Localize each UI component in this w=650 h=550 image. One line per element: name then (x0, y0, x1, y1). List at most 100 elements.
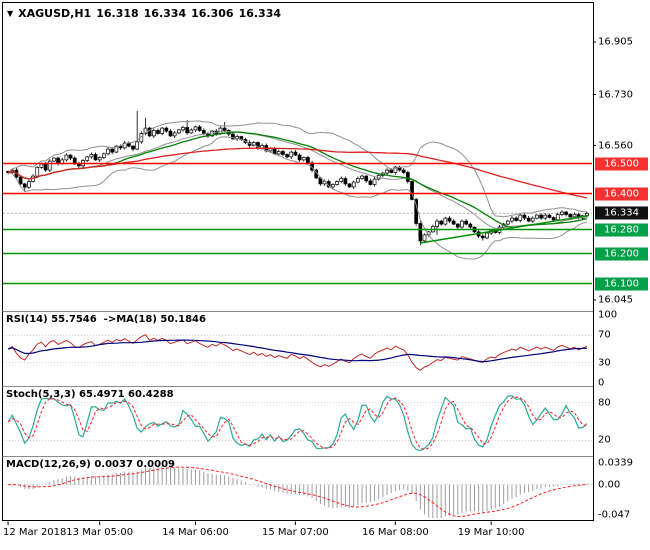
candle-down (18, 176, 23, 185)
candle-up (372, 178, 377, 185)
candle-up (176, 129, 181, 134)
candle-up (360, 175, 364, 179)
rsi-line (7, 334, 588, 372)
candle-up (535, 214, 539, 219)
candle-down (185, 127, 189, 134)
candle-down (464, 220, 469, 225)
candle-up (64, 154, 69, 161)
candle-down (551, 217, 556, 221)
candle-up (393, 166, 398, 173)
candle-down (281, 151, 285, 155)
candle-up (85, 156, 90, 161)
candle-down (43, 163, 48, 171)
candle-up (181, 127, 185, 131)
candle-down (401, 169, 406, 173)
candle-down (480, 235, 485, 239)
candle-up (435, 220, 439, 227)
candle-down (168, 130, 173, 137)
candle-up (530, 217, 535, 222)
candle-up (35, 167, 40, 177)
candle-down (343, 178, 348, 185)
candle-up (135, 141, 140, 150)
candle-down (306, 157, 310, 164)
candle-down (93, 154, 98, 161)
candle-down (22, 183, 27, 188)
candle-down (539, 214, 543, 219)
candle-down (222, 127, 227, 131)
candle-down (68, 154, 73, 159)
rsi-ma-line (7, 339, 587, 363)
candle-down (522, 214, 527, 219)
candle-down (156, 130, 160, 134)
candle-down (447, 217, 452, 222)
stoch-main-line (7, 395, 588, 452)
stoch-signal-line (7, 396, 588, 450)
candle-up (143, 127, 148, 134)
candle-up (114, 145, 119, 153)
candle-up (102, 153, 106, 158)
candle-down (364, 175, 369, 182)
candle-up (193, 126, 198, 131)
candle-up (518, 214, 523, 221)
candle-down (197, 126, 202, 131)
chart-border (2, 2, 594, 521)
candle-up (543, 214, 548, 219)
candle-up (510, 217, 514, 222)
candle-up (289, 151, 294, 158)
support-trendline (420, 214, 590, 244)
candle-down (131, 145, 135, 150)
candle-down (439, 220, 444, 225)
candle-down (201, 130, 206, 134)
candle-up (89, 154, 94, 158)
candle-down (297, 154, 302, 161)
candle-down (455, 223, 460, 228)
candle-down (77, 163, 81, 167)
candle-down (568, 214, 573, 218)
candle-up (106, 148, 110, 155)
candle-down (164, 127, 169, 132)
candle-down (110, 148, 115, 153)
symbol-dropdown-icon[interactable]: ▼ (7, 9, 14, 18)
candle-down (368, 180, 373, 185)
candle-down (418, 223, 423, 242)
candle-down (406, 172, 410, 182)
candle-up (356, 178, 360, 183)
candle-up (47, 160, 52, 171)
candle-down (451, 220, 456, 225)
candle-down (526, 217, 531, 222)
candle-up (160, 127, 165, 134)
candle-up (52, 157, 56, 162)
candle-down (56, 157, 60, 164)
candle-up (485, 232, 489, 239)
candle-up (97, 157, 102, 161)
candle-up (555, 214, 560, 221)
candle-up (385, 169, 389, 174)
candle-up (505, 220, 510, 225)
candle-down (547, 214, 552, 218)
ma-red-line (7, 147, 588, 199)
candle-up (572, 214, 577, 218)
candle-up (460, 220, 464, 228)
candle-up (335, 181, 339, 185)
candle-up (422, 234, 427, 242)
bollinger-upper-band (7, 120, 587, 218)
candle-down (272, 148, 277, 155)
candle-up (27, 181, 31, 188)
candle-up (443, 217, 448, 225)
candle-up (151, 130, 156, 137)
candle-up (276, 151, 281, 155)
candle-down (231, 133, 235, 140)
candle-down (389, 169, 394, 173)
candle-down (293, 151, 298, 156)
candle-down (147, 127, 152, 137)
candle-up (218, 127, 223, 134)
bollinger-lower-band (7, 136, 588, 260)
candle-down (514, 217, 518, 221)
candle-up (301, 157, 306, 161)
candle-up (331, 184, 335, 188)
candle-up (189, 129, 194, 134)
candle-down (410, 181, 414, 200)
candle-up (172, 132, 177, 137)
